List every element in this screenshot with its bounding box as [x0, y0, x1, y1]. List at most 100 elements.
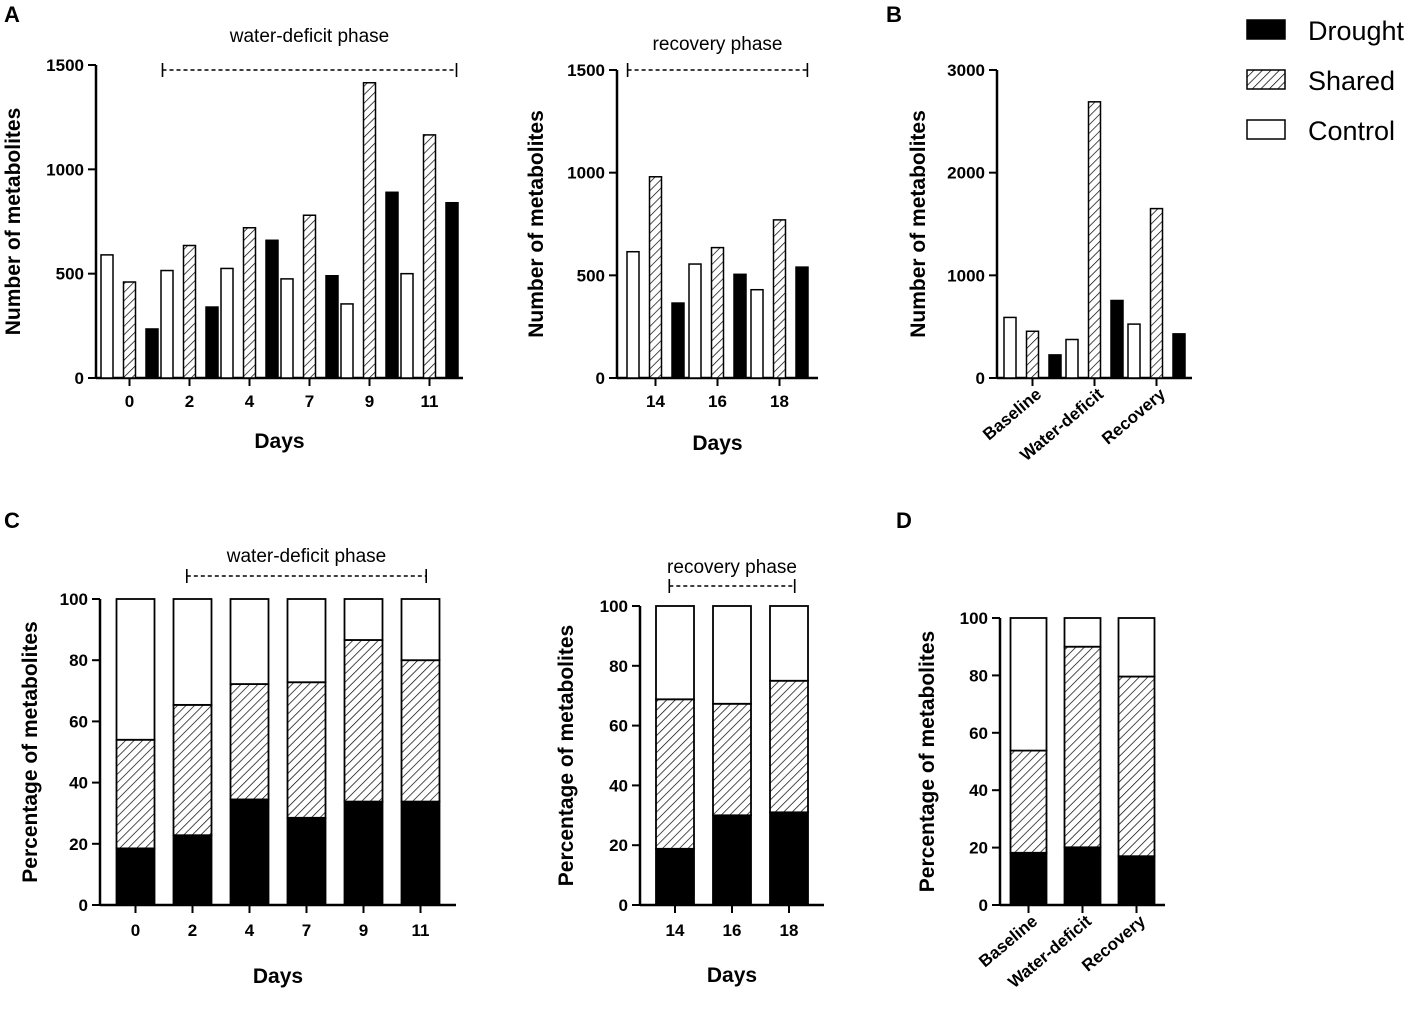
y-tick-label: 20	[69, 835, 88, 854]
bar-control-2	[172, 598, 213, 706]
x-tick-label-14: 14	[646, 392, 665, 411]
bar-drought-11	[445, 201, 459, 379]
bar-drought-16	[733, 273, 747, 379]
x-tick-label-7: 7	[302, 921, 311, 940]
bar-drought-baseline	[1048, 354, 1062, 379]
bar-control-9	[343, 598, 384, 641]
bar-drought-baseline	[1009, 851, 1048, 906]
x-tick-label-0: 0	[125, 392, 134, 411]
y-tick-label: 1500	[46, 56, 84, 75]
phase-label: recovery phase	[667, 557, 797, 578]
bar-shared-recovery	[1149, 207, 1164, 379]
bar-control-baseline	[1003, 316, 1017, 379]
legend-label-control: Control	[1308, 116, 1395, 146]
y-tick-label: 40	[69, 774, 88, 793]
y-tick-label: 0	[79, 896, 88, 915]
x-axis-title: Days	[707, 964, 757, 987]
bar-control-recovery	[1117, 617, 1156, 678]
x-tick-label-4: 4	[245, 392, 255, 411]
bar-control-baseline	[1009, 617, 1048, 752]
bar-shared-14	[648, 176, 663, 379]
bar-drought-14	[671, 302, 685, 379]
y-axis-title: Number of metabolites	[907, 110, 930, 338]
x-tick-label-4: 4	[245, 921, 255, 940]
y-tick-label: 2000	[947, 164, 985, 183]
bar-drought-18	[795, 266, 809, 379]
x-tick-label-18: 18	[780, 921, 799, 940]
y-tick-label: 20	[969, 839, 988, 858]
panel-label-c: C	[4, 508, 20, 533]
x-tick-label-recovery: Recovery	[1098, 384, 1169, 448]
legend-swatch-shared	[1246, 69, 1286, 90]
bar-drought-2	[205, 306, 219, 379]
x-tick-label-18: 18	[770, 392, 789, 411]
y-tick-label: 0	[619, 896, 628, 915]
panel-label-a: A	[4, 2, 20, 27]
bar-control-14	[626, 250, 640, 379]
bar-drought-0	[145, 328, 159, 379]
bar-shared-18	[769, 679, 809, 814]
bar-control-water-deficit	[1063, 617, 1102, 648]
phase-label: water-deficit phase	[229, 26, 389, 47]
y-tick-label: 1000	[46, 160, 84, 179]
panel-label-d: D	[896, 508, 912, 533]
x-axis-title: Days	[692, 432, 742, 455]
y-tick-label: 100	[960, 609, 988, 628]
bar-control-0	[100, 254, 114, 379]
bar-drought-0	[115, 847, 156, 906]
bar-control-16	[688, 263, 702, 379]
bar-control-7	[280, 278, 294, 379]
bar-drought-9	[385, 191, 399, 379]
legend-swatch-drought	[1246, 19, 1286, 40]
bar-shared-2	[182, 244, 197, 379]
y-axis-title: Percentage of metabolites	[916, 631, 939, 892]
bar-control-18	[769, 605, 809, 682]
x-tick-label-0: 0	[131, 921, 140, 940]
legend-label-drought: Drought	[1308, 16, 1405, 46]
x-tick-label-2: 2	[185, 392, 194, 411]
bar-shared-7	[286, 681, 327, 819]
chart-a-water-deficit: 0 500 1000 1500 Number of metabolites 0 2 4 7 9 11…	[2, 26, 463, 453]
bar-shared-14	[655, 698, 695, 850]
bar-shared-baseline	[1009, 749, 1048, 854]
y-tick-label: 80	[969, 666, 988, 685]
chart-a-recovery: 0 500 1000 1500 Number of metabolites 14 16 18 D…	[525, 34, 818, 455]
bar-shared-recovery	[1117, 675, 1156, 858]
x-axis-title: Days	[254, 430, 304, 453]
y-tick-label: 20	[609, 836, 628, 855]
y-tick-label: 60	[609, 717, 628, 736]
bar-control-11	[400, 598, 441, 662]
bar-control-recovery	[1127, 323, 1141, 379]
bar-drought-7	[325, 275, 339, 379]
y-tick-label: 1500	[567, 61, 605, 80]
phase-label: recovery phase	[653, 34, 783, 55]
bar-drought-recovery	[1117, 855, 1156, 906]
x-tick-label-14: 14	[666, 921, 685, 940]
bar-control-11	[400, 272, 414, 379]
bar-shared-4	[229, 683, 270, 801]
legend-swatch-control	[1246, 119, 1286, 140]
y-axis-title: Number of metabolites	[2, 108, 25, 336]
bar-control-7	[286, 598, 327, 684]
bar-shared-7	[302, 214, 317, 379]
bar-control-16	[712, 605, 752, 705]
bar-shared-0	[122, 281, 137, 379]
y-axis-title: Number of metabolites	[525, 110, 548, 338]
x-tick-label-9: 9	[365, 392, 374, 411]
y-tick-label: 0	[75, 369, 84, 388]
legend-label-shared: Shared	[1308, 66, 1395, 96]
bar-shared-18	[772, 219, 787, 379]
bar-control-4	[220, 267, 234, 379]
bar-drought-7	[286, 816, 327, 906]
bar-shared-16	[710, 246, 725, 379]
y-axis-title: Percentage of metabolites	[19, 621, 42, 882]
bar-shared-16	[712, 702, 752, 817]
bar-drought-water-deficit	[1110, 299, 1124, 379]
y-tick-label: 500	[56, 265, 84, 284]
bar-shared-4	[242, 227, 257, 379]
bar-control-9	[340, 303, 354, 379]
y-tick-label: 60	[69, 712, 88, 731]
